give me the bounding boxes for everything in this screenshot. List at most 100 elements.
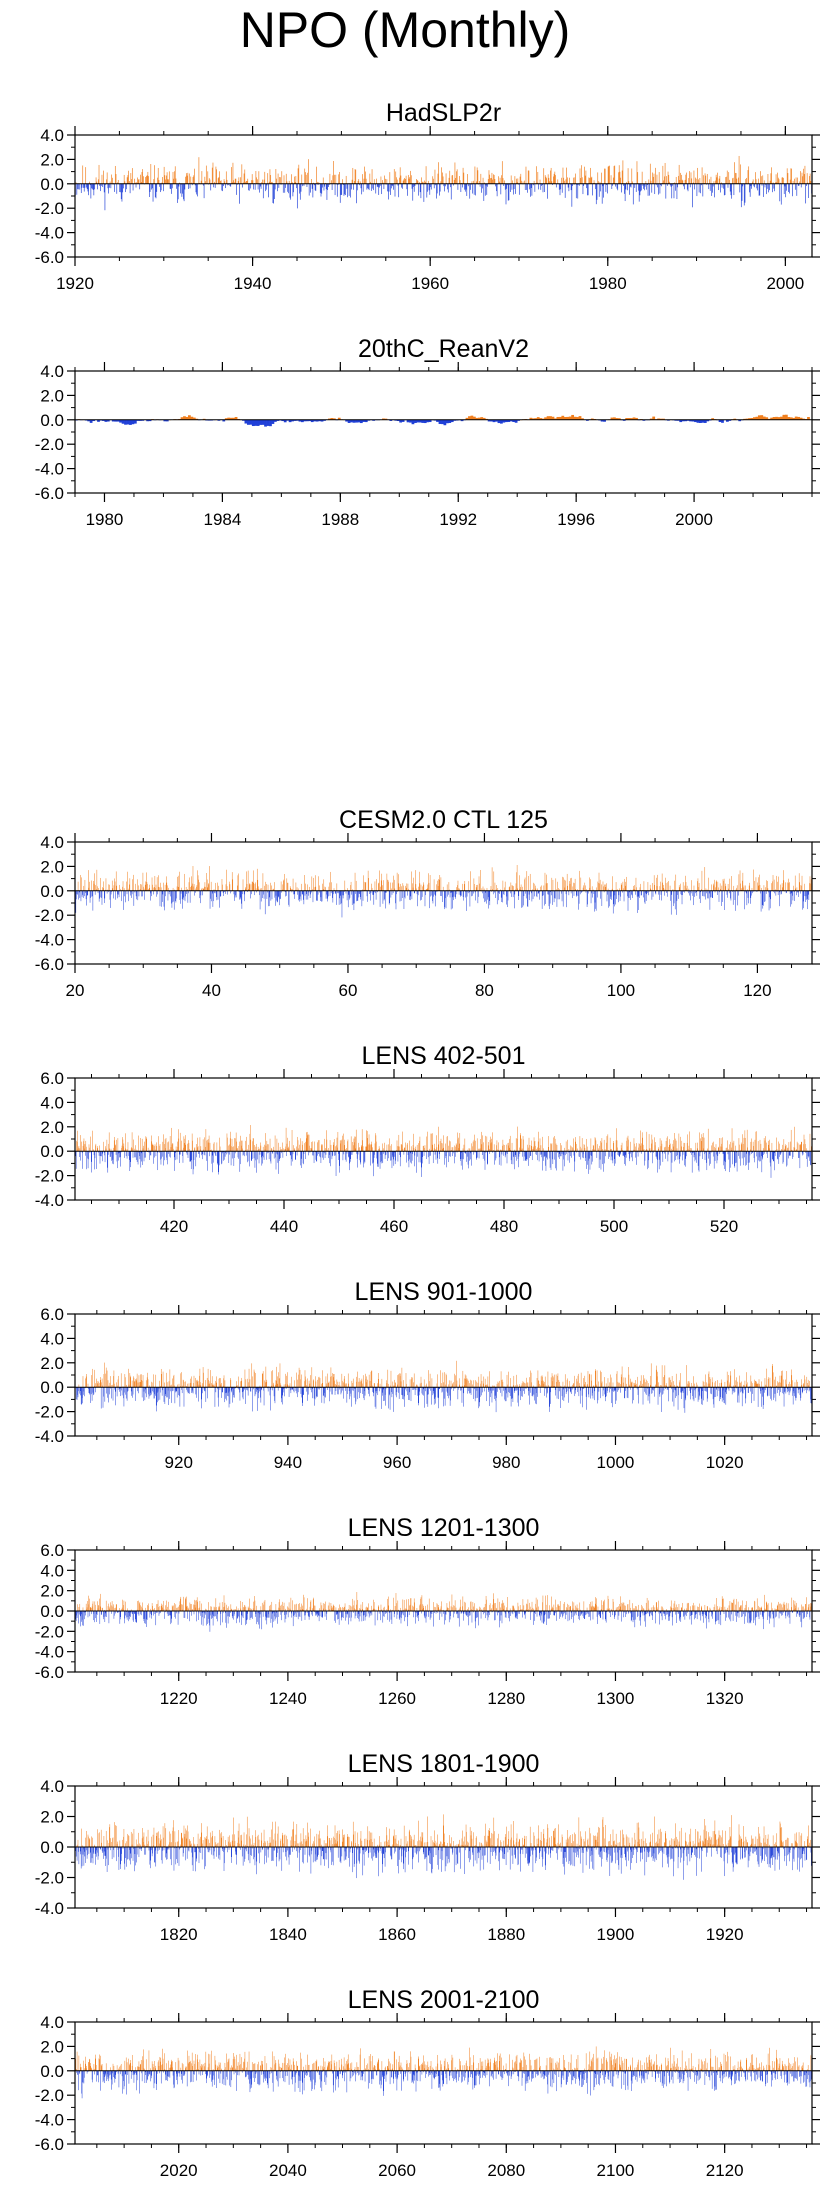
bar bbox=[604, 168, 605, 184]
bar bbox=[197, 1381, 198, 1388]
bar bbox=[243, 173, 245, 184]
bar bbox=[212, 1151, 214, 1163]
bar bbox=[200, 1146, 202, 1152]
bar bbox=[525, 890, 527, 899]
bar bbox=[545, 1151, 546, 1166]
bar bbox=[640, 183, 641, 192]
bar bbox=[114, 1383, 115, 1388]
bar bbox=[724, 1151, 725, 1170]
bar bbox=[179, 1151, 180, 1155]
bar bbox=[502, 178, 504, 184]
bar bbox=[664, 176, 665, 184]
bar bbox=[530, 183, 532, 189]
bar bbox=[105, 1146, 106, 1152]
bar bbox=[297, 1140, 299, 1152]
bar bbox=[739, 870, 741, 891]
bar bbox=[228, 889, 230, 891]
bar bbox=[730, 890, 731, 899]
bar bbox=[80, 1387, 81, 1391]
bar bbox=[247, 1151, 248, 1163]
bar bbox=[701, 1141, 702, 1152]
bar bbox=[532, 1149, 533, 1152]
bar bbox=[779, 1151, 781, 1154]
bar bbox=[398, 883, 400, 891]
bar bbox=[744, 890, 745, 910]
bar bbox=[297, 168, 299, 184]
bar bbox=[659, 1151, 660, 1160]
x-tick-label: 1992 bbox=[439, 510, 477, 529]
bar bbox=[781, 890, 782, 894]
bar bbox=[82, 1376, 84, 1388]
bar bbox=[276, 419, 280, 421]
y-tick-label: 2.0 bbox=[40, 386, 64, 405]
bar bbox=[106, 179, 107, 184]
bar bbox=[616, 183, 618, 189]
bar bbox=[177, 1384, 178, 1388]
bar bbox=[259, 890, 261, 910]
bar bbox=[567, 885, 568, 891]
bar bbox=[367, 183, 368, 189]
bar bbox=[287, 1137, 288, 1152]
bar bbox=[694, 1151, 696, 1162]
bar bbox=[443, 419, 447, 426]
bar bbox=[761, 1151, 762, 1156]
x-tick-label: 440 bbox=[270, 1217, 298, 1236]
bar bbox=[645, 890, 647, 901]
bar bbox=[208, 1135, 210, 1152]
bar bbox=[423, 884, 425, 891]
bar bbox=[651, 1134, 653, 1152]
bar bbox=[437, 1151, 439, 1164]
bar bbox=[79, 1387, 81, 1394]
bar bbox=[308, 890, 310, 893]
bar bbox=[160, 1151, 162, 1165]
bar bbox=[248, 1382, 249, 1388]
bar bbox=[185, 886, 187, 891]
bar bbox=[273, 183, 274, 204]
bar bbox=[759, 884, 761, 891]
bar bbox=[665, 877, 666, 891]
bar bbox=[791, 890, 793, 905]
bar bbox=[732, 890, 733, 892]
bar bbox=[379, 183, 381, 186]
bar bbox=[719, 883, 721, 891]
bar bbox=[149, 183, 151, 192]
bar bbox=[90, 1387, 91, 1403]
bar bbox=[303, 1151, 304, 1165]
bar bbox=[527, 183, 528, 193]
bar bbox=[568, 183, 570, 192]
bar bbox=[709, 1151, 710, 1166]
bar bbox=[388, 183, 390, 192]
bar bbox=[779, 890, 780, 907]
bar bbox=[320, 183, 322, 197]
bar bbox=[706, 1151, 708, 1171]
bar bbox=[701, 889, 702, 891]
bar bbox=[701, 167, 703, 184]
bar bbox=[213, 183, 215, 188]
bar bbox=[504, 881, 506, 891]
bar bbox=[576, 417, 579, 420]
bar bbox=[175, 1387, 177, 1393]
bar bbox=[396, 1150, 397, 1152]
bar bbox=[280, 881, 282, 891]
bar bbox=[611, 183, 613, 189]
bar bbox=[581, 1148, 582, 1152]
bar bbox=[550, 1143, 551, 1152]
bar bbox=[409, 419, 412, 423]
bar bbox=[685, 1151, 686, 1159]
bar bbox=[274, 183, 276, 190]
bar bbox=[638, 183, 640, 202]
bar bbox=[482, 417, 486, 420]
bar bbox=[376, 890, 378, 893]
bar bbox=[306, 890, 307, 895]
bar bbox=[161, 1374, 162, 1388]
bar bbox=[121, 183, 123, 202]
bar bbox=[311, 1142, 312, 1152]
bar bbox=[130, 1148, 132, 1152]
bar bbox=[562, 167, 564, 184]
bar bbox=[300, 1151, 302, 1159]
bar bbox=[170, 1387, 172, 1392]
bar bbox=[686, 183, 688, 190]
bar bbox=[706, 173, 708, 184]
bar bbox=[680, 1140, 682, 1152]
bar bbox=[768, 1148, 770, 1152]
